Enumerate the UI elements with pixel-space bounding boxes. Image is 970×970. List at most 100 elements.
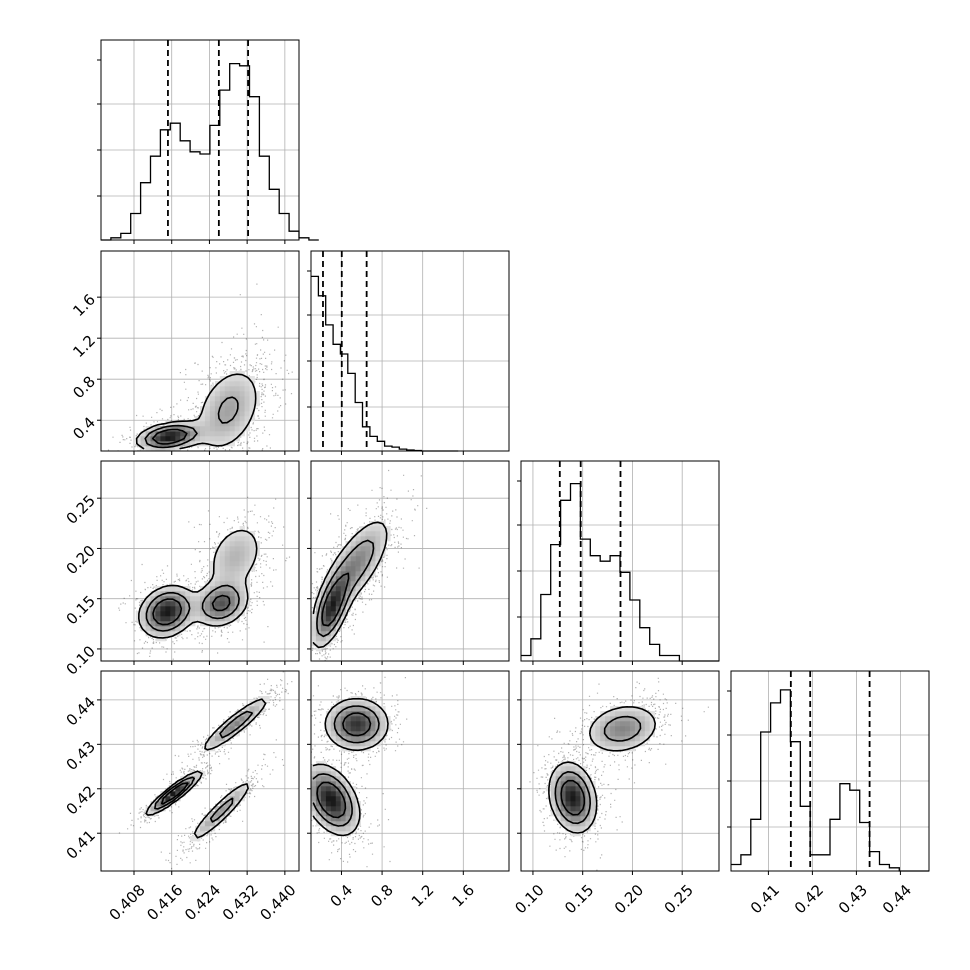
density-cell (190, 611, 196, 617)
density-cell (625, 731, 631, 737)
density-cell (330, 811, 337, 817)
density-cell (244, 536, 250, 542)
y-tick-label: 0.10 (63, 642, 99, 678)
density-cell (590, 741, 596, 747)
density-cell (234, 561, 240, 567)
density-cell (375, 536, 381, 542)
panel-3-0 (101, 671, 299, 871)
density-cell (214, 426, 221, 432)
density-cell (204, 401, 211, 407)
density-cell (140, 606, 146, 612)
density-cell (350, 806, 356, 812)
density-cell (219, 576, 226, 582)
density-cell (575, 796, 581, 802)
density-cell (244, 381, 250, 387)
density-cell (365, 731, 371, 737)
density-cell (610, 731, 616, 737)
density-cell (330, 571, 337, 577)
density-cell (170, 446, 176, 451)
density-cell (165, 586, 171, 592)
density-cell (214, 591, 221, 597)
density-cell (249, 376, 255, 382)
density-cell (244, 541, 250, 547)
density-cell (160, 596, 166, 602)
density-cell (320, 776, 327, 782)
density-cell (565, 806, 571, 812)
density-cell (350, 706, 356, 712)
y-tick-label: 1.2 (69, 331, 99, 361)
x-tick-label: 0.408 (106, 881, 149, 924)
density-cell (140, 621, 146, 627)
density-cell (360, 541, 366, 547)
density-cell (209, 416, 216, 422)
density-cell (219, 581, 226, 587)
density-cell (375, 736, 381, 742)
density-cell (224, 381, 231, 387)
density-cell (229, 391, 235, 397)
density-cell (195, 591, 201, 597)
density-cell (180, 586, 186, 592)
density-cell (214, 436, 221, 442)
density-cell (550, 781, 556, 787)
density-cell (325, 576, 332, 582)
density-cell (195, 616, 201, 622)
density-cell (311, 621, 317, 627)
density-cell (209, 421, 216, 427)
density-cell (150, 621, 156, 627)
density-cell (330, 771, 337, 777)
density-cell (565, 786, 571, 792)
density-cell (229, 576, 235, 582)
density-cell (244, 391, 250, 397)
density-cell (249, 716, 255, 722)
density-cell (170, 436, 176, 442)
density-cell (214, 441, 221, 447)
density-cell (325, 796, 332, 802)
panel-2-0 (101, 461, 299, 661)
density-cell (239, 536, 245, 542)
density-cell (365, 736, 371, 742)
density-cell (350, 571, 356, 577)
density-cell (350, 736, 356, 742)
density-cell (370, 561, 376, 567)
density-cell (365, 546, 371, 552)
density-cell (634, 711, 641, 717)
density-cell (320, 586, 327, 592)
density-cell (335, 556, 342, 562)
density-cell (229, 401, 235, 407)
density-cell (580, 801, 586, 807)
density-cell (214, 411, 221, 417)
density-cell (335, 741, 342, 747)
density-cell (229, 426, 235, 432)
density-cell (360, 736, 366, 742)
density-cell (350, 721, 356, 727)
density-cell (555, 781, 561, 787)
x-tick-label: 0.416 (143, 881, 186, 924)
density-cell (175, 626, 181, 632)
density-cell (570, 766, 576, 772)
density-cell (200, 821, 206, 827)
panel-frame (520, 670, 720, 872)
density-cell (224, 406, 231, 412)
density-cell (360, 531, 366, 537)
density-cell (375, 711, 381, 717)
density-cell (264, 696, 270, 702)
density-cell (234, 611, 240, 617)
density-cell (200, 616, 206, 622)
density-cell (195, 771, 201, 777)
density-cell (615, 731, 621, 737)
density-cell (644, 716, 651, 722)
density-cell (145, 611, 151, 617)
density-cell (325, 586, 332, 592)
density-cell (350, 701, 356, 707)
density-cell (214, 606, 221, 612)
density-cell (345, 781, 351, 787)
density-cell (330, 721, 337, 727)
density-cell (315, 646, 322, 652)
density-cell (200, 416, 206, 422)
density-cell (140, 431, 146, 437)
density-cell (325, 816, 332, 822)
histogram-series (521, 482, 719, 662)
density-cell (239, 581, 245, 587)
density-cell (229, 596, 235, 602)
density-cell (330, 581, 337, 587)
